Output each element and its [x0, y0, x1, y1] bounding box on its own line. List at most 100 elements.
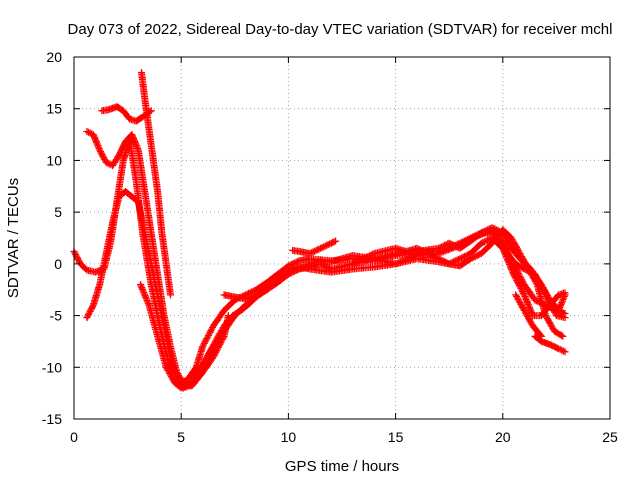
data-point — [298, 250, 300, 253]
data-point — [152, 159, 154, 162]
data-point — [124, 190, 127, 193]
data-point — [480, 232, 482, 234]
data-point — [470, 252, 472, 255]
y-tick-label: -10 — [42, 359, 62, 375]
x-tick-label: 15 — [388, 429, 404, 445]
data-point — [144, 232, 146, 234]
data-point — [330, 242, 332, 244]
data-point — [148, 128, 150, 130]
data-point — [129, 118, 131, 120]
data-point — [459, 258, 461, 260]
data-point — [139, 283, 142, 286]
data-point — [169, 294, 172, 296]
data-point — [266, 281, 268, 284]
data-point — [266, 289, 268, 291]
data-point — [240, 309, 242, 311]
y-tick-label: 10 — [46, 152, 62, 168]
data-point — [319, 247, 322, 249]
data-point — [131, 196, 133, 198]
data-point — [157, 335, 159, 337]
data-point — [161, 232, 163, 234]
data-point — [135, 120, 137, 122]
data-point — [86, 317, 88, 319]
data-point — [459, 247, 461, 249]
data-point — [352, 254, 354, 257]
data-point — [395, 247, 397, 249]
series-track-9 — [349, 226, 567, 340]
data-point — [150, 283, 152, 286]
data-point — [163, 314, 165, 317]
data-point — [227, 314, 229, 317]
data-point — [309, 263, 311, 265]
data-point — [105, 161, 107, 164]
marker-trace — [289, 237, 340, 257]
data-point — [152, 273, 154, 275]
data-point — [206, 356, 208, 358]
data-point — [124, 141, 127, 143]
data-point — [515, 294, 517, 296]
data-point — [373, 252, 375, 255]
data-point — [330, 268, 332, 270]
data-point — [137, 201, 139, 203]
data-point — [534, 299, 536, 301]
data-point — [223, 309, 225, 311]
data-point — [352, 263, 354, 265]
series-track-3 — [83, 128, 232, 390]
data-point — [540, 340, 542, 343]
series-track-7 — [220, 224, 569, 314]
data-point — [319, 260, 322, 262]
data-point — [523, 283, 525, 286]
data-point — [99, 283, 101, 286]
data-point — [564, 312, 566, 315]
data-point — [373, 258, 375, 260]
data-point — [416, 247, 418, 249]
data-point — [510, 237, 512, 239]
y-tick-label: 0 — [54, 256, 62, 272]
data-point — [373, 266, 375, 268]
data-point — [202, 371, 204, 374]
data-point — [118, 196, 120, 198]
data-point — [480, 242, 482, 244]
data-point — [536, 283, 538, 286]
data-point — [416, 254, 418, 257]
x-tick-label: 20 — [495, 429, 511, 445]
data-points — [70, 69, 569, 392]
data-point — [459, 265, 461, 267]
data-point — [523, 268, 525, 270]
data-point — [298, 260, 300, 262]
data-point — [118, 154, 120, 156]
y-tick-label: 5 — [54, 204, 62, 220]
data-point — [334, 240, 337, 242]
data-point — [309, 258, 311, 260]
data-point — [150, 232, 152, 234]
data-point — [92, 304, 94, 306]
data-point — [195, 366, 197, 368]
data-point — [395, 252, 397, 255]
data-point — [491, 237, 493, 239]
data-point — [135, 180, 137, 182]
data-point — [515, 263, 517, 265]
data-point — [187, 379, 189, 381]
data-point — [234, 296, 236, 298]
data-point — [470, 258, 472, 260]
data-point — [101, 110, 103, 112]
data-point — [564, 294, 566, 296]
x-tick-label: 10 — [281, 429, 297, 445]
data-point — [519, 252, 521, 255]
series-track-8 — [289, 237, 340, 257]
data-point — [532, 325, 534, 327]
axis-ticks: 0 5 10 15 20 25 -15 -10 -5 0 5 10 15 20 — [42, 49, 618, 445]
data-point — [549, 343, 551, 346]
data-point — [86, 130, 88, 133]
data-point — [562, 335, 564, 337]
data-point — [255, 294, 257, 296]
data-point — [223, 325, 225, 327]
data-point — [137, 149, 139, 151]
data-point — [105, 252, 107, 255]
data-point — [144, 97, 146, 99]
data-point — [510, 247, 512, 249]
data-point — [405, 250, 407, 253]
data-point — [111, 221, 114, 224]
data-point — [182, 382, 184, 384]
